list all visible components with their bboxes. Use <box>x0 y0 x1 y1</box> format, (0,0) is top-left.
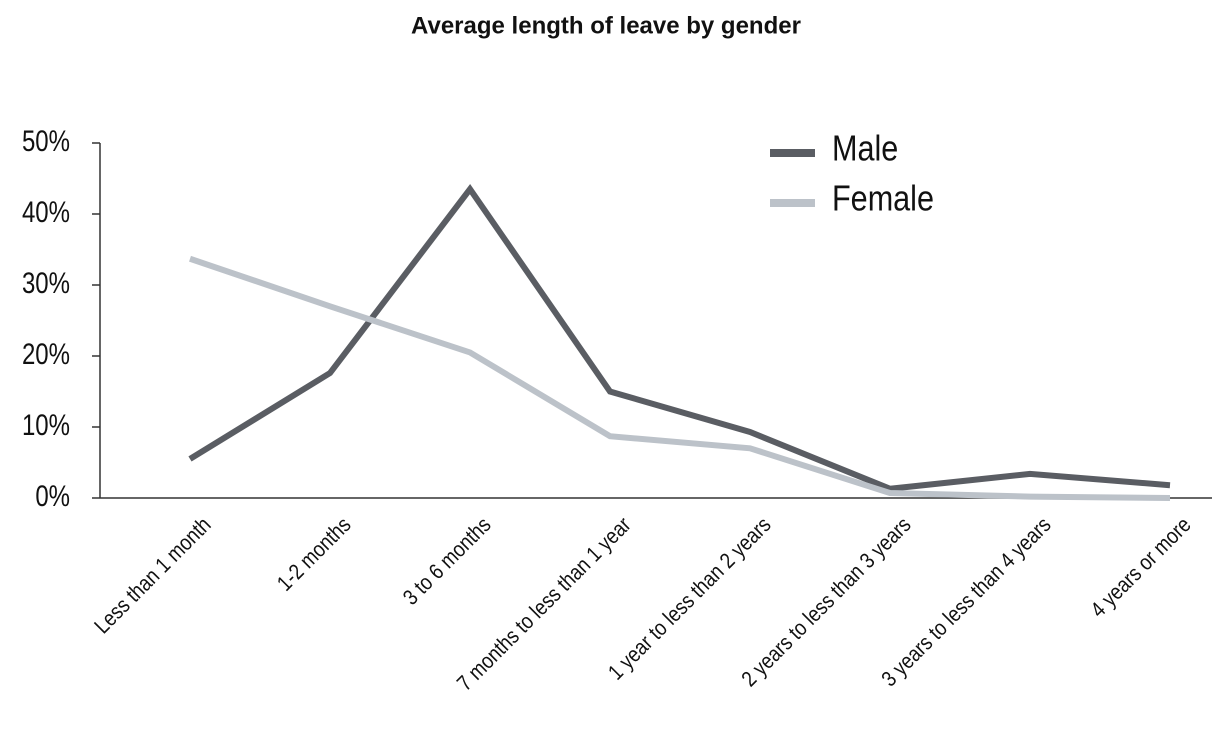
chart-title: Average length of leave by gender <box>411 12 801 39</box>
y-tick-label: 40% <box>22 194 70 228</box>
x-tick-label: 1-2 months <box>273 513 356 596</box>
line-series <box>189 255 1171 501</box>
legend-label: Male <box>832 129 898 169</box>
x-tick-label: Less than 1 month <box>90 513 216 639</box>
y-tick-label: 20% <box>22 336 70 370</box>
legend-label: Female <box>832 179 934 219</box>
x-tick-label: 4 years or more <box>1087 513 1196 622</box>
x-tick-label: 3 to 6 months <box>399 513 496 610</box>
y-tick-label: 0% <box>35 478 70 512</box>
y-tick-label: 50% <box>22 123 70 157</box>
x-tick-label: 1 year to less than 2 years <box>604 513 776 685</box>
y-tick-label: 10% <box>22 407 70 441</box>
line-series <box>188 184 1171 492</box>
y-tick-label: 30% <box>22 265 70 299</box>
